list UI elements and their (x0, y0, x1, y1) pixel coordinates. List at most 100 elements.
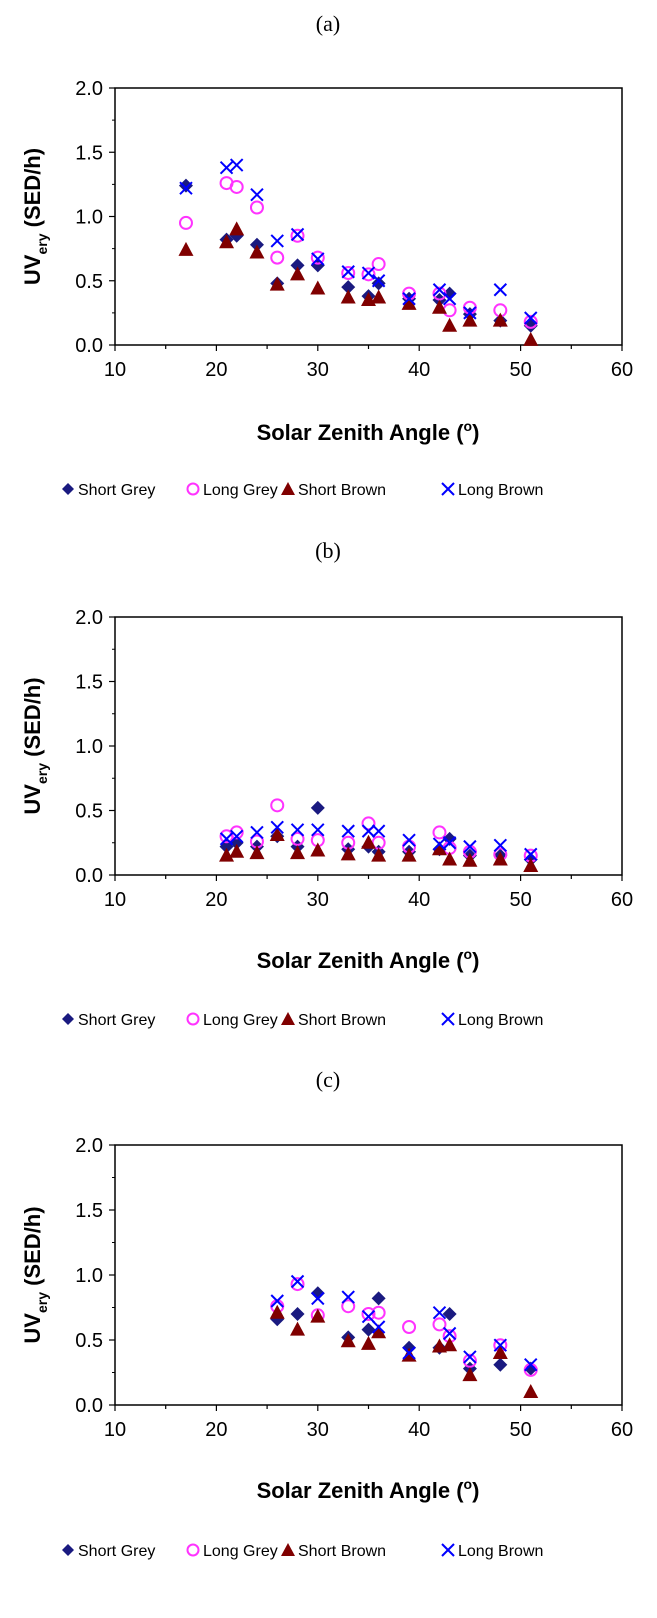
data-point (270, 820, 284, 834)
legend-marker (186, 1543, 200, 1557)
data-point (493, 1357, 508, 1372)
data-point (462, 1367, 478, 1382)
plot-area (114, 87, 623, 346)
legend-label: Long Grey (203, 482, 278, 499)
data-point (361, 824, 376, 838)
data-point (442, 1326, 457, 1341)
x-tick-label: 40 (408, 889, 430, 911)
data-point (311, 823, 325, 837)
y-tick-label: 1.5 (75, 142, 103, 164)
x-tick-label: 30 (307, 889, 329, 911)
data-point (371, 1320, 386, 1334)
y-tick-label: 2.0 (75, 1135, 103, 1157)
data-point (402, 833, 416, 847)
x-axis-title: Solar Zenith Angle (o) (257, 1476, 480, 1503)
legend-item: Short Brown (281, 482, 386, 499)
x-tick-label: 20 (205, 889, 227, 911)
data-point (432, 1317, 447, 1332)
data-point (523, 857, 539, 872)
data-point (178, 241, 194, 256)
data-point (310, 250, 325, 265)
data-point (361, 1322, 376, 1337)
data-point (340, 846, 356, 861)
legend-label: Short Brown (298, 482, 386, 499)
legend-marker (441, 1543, 455, 1557)
data-point (340, 1333, 356, 1348)
legend-marker (62, 483, 74, 495)
data-point (341, 1290, 355, 1304)
data-point (361, 816, 376, 831)
x-tick-label: 60 (611, 359, 633, 381)
panel-label: (b) (315, 538, 341, 563)
legend-marker (186, 1012, 200, 1026)
series-long-brown (219, 820, 538, 862)
series-short-brown (219, 827, 539, 872)
data-point (229, 158, 244, 172)
data-point (290, 266, 306, 281)
data-point (402, 292, 416, 306)
x-tick-label: 10 (104, 1419, 126, 1441)
legend-item: Long Grey (186, 1543, 278, 1560)
legend-item: Long Brown (441, 1012, 543, 1029)
data-point (463, 839, 477, 854)
data-point (442, 1307, 457, 1321)
data-point (431, 1338, 447, 1353)
data-point (229, 179, 244, 194)
data-point (178, 215, 193, 230)
x-tick-label: 10 (104, 889, 126, 911)
data-point (178, 178, 193, 193)
data-point (371, 1324, 387, 1339)
legend-item: Long Brown (441, 482, 543, 499)
chart-panel-1: (a) 0.0 0.5 1.0 1.5 2.0 10 20 30 40 50 60 Solar Zeni… (20, 11, 633, 499)
data-point (290, 1307, 305, 1321)
data-point (269, 276, 285, 291)
data-point (523, 314, 538, 329)
y-tick-label: 1.0 (75, 207, 103, 229)
data-point (270, 798, 285, 813)
y-tick-label: 0.0 (75, 1395, 103, 1417)
legend-marker (186, 482, 200, 496)
legend-label: Short Brown (298, 1543, 386, 1560)
data-point (229, 221, 245, 236)
data-point (290, 227, 305, 242)
legend-label: Long Brown (458, 1543, 543, 1560)
data-point (493, 1338, 508, 1352)
data-point (463, 1350, 477, 1364)
panel-label: (a) (316, 11, 340, 36)
data-point (523, 1384, 539, 1398)
data-point (371, 274, 386, 288)
data-point (442, 303, 457, 318)
data-point (493, 838, 508, 853)
legend-label: Short Grey (78, 482, 155, 499)
data-point (492, 1345, 508, 1359)
x-tick-label: 60 (611, 1419, 633, 1441)
data-point (401, 295, 417, 310)
data-point (361, 266, 376, 280)
data-point (361, 834, 376, 849)
y-tick-label: 0.5 (75, 801, 103, 823)
data-point (442, 286, 457, 301)
series-short-brown (269, 1304, 539, 1398)
data-point (270, 1294, 284, 1308)
x-axis-title: Solar Zenith Angle (o) (257, 418, 480, 445)
data-point (290, 228, 305, 243)
legend-label: Long Grey (203, 1012, 278, 1029)
x-tick-label: 40 (408, 359, 430, 381)
data-point (340, 289, 356, 304)
data-point (219, 847, 235, 862)
data-point (310, 1286, 325, 1301)
x-tick-label: 30 (307, 359, 329, 381)
legend-label: Short Brown (298, 1012, 386, 1029)
legend-marker (281, 1012, 295, 1025)
data-point (310, 842, 326, 857)
legend-item: Long Grey (186, 482, 278, 499)
data-point (341, 265, 355, 279)
data-point (361, 1335, 376, 1350)
legend: Short Grey Long Grey Short Brown Long Brown (62, 1012, 543, 1029)
x-tick-label: 40 (408, 1419, 430, 1441)
data-point (371, 257, 386, 272)
data-point (250, 187, 264, 202)
data-point (402, 1320, 417, 1334)
y-tick-label: 2.0 (75, 607, 103, 629)
y-axis-title: UVery (SED/h) (20, 1206, 50, 1343)
